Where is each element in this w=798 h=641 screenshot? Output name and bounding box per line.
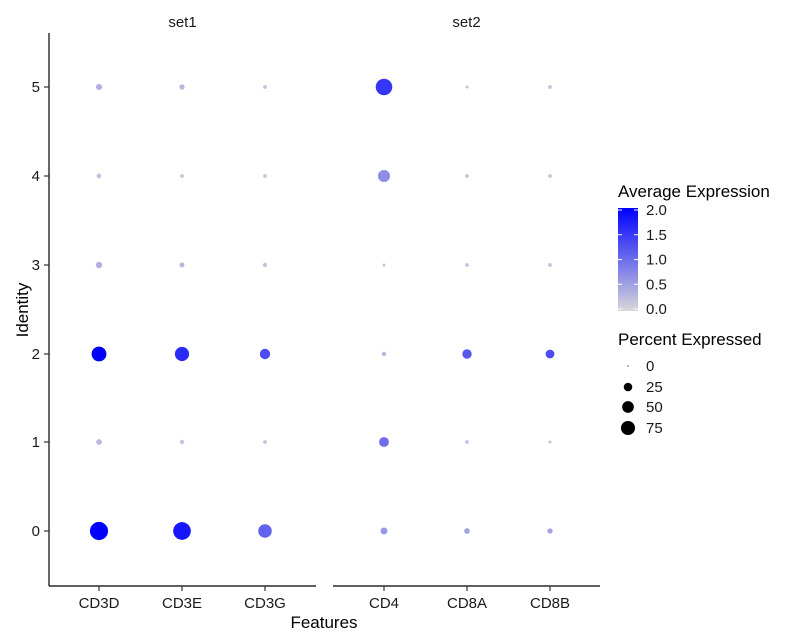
dot-CD8B-5 (548, 85, 552, 89)
size-legend-keys: 0 25 50 75 (620, 358, 663, 437)
axes (48, 33, 600, 587)
y-tick-label-0: 0 (32, 523, 40, 540)
dot-CD4-4 (377, 169, 391, 183)
y-axis-title: Identity (13, 282, 32, 337)
x-tick-label-CD3E: CD3E (162, 595, 202, 612)
dot-CD3D-5 (95, 83, 103, 91)
dot-CD3G-5 (263, 85, 267, 89)
dot-CD3D-2 (91, 346, 107, 362)
dot-CD3E-3 (179, 262, 185, 268)
dot-CD3E-2 (174, 346, 190, 362)
dot-CD8B-2 (545, 349, 555, 359)
y-tick-label-2: 2 (32, 346, 40, 363)
size-key-label-50: 50 (646, 399, 663, 416)
dot-CD8B-1 (548, 440, 552, 444)
size-key-dot-75 (620, 420, 636, 436)
x-axis-ticks: CD3D CD3E CD3G CD4 CD8A CD8B (79, 586, 570, 612)
dot-CD8A-4 (465, 174, 469, 178)
color-tick-label-0.0: 0.0 (646, 301, 667, 318)
dot-CD3G-1 (263, 440, 267, 444)
dot-CD8B-0 (547, 528, 553, 534)
size-key-dot-50 (622, 401, 634, 413)
facet-title-set1: set1 (168, 14, 196, 31)
dot-CD8A-5 (465, 85, 469, 89)
dot-CD8B-3 (548, 263, 552, 267)
color-bar (618, 208, 638, 311)
dot-CD3G-0 (258, 524, 272, 538)
dot-CD8B-4 (548, 174, 552, 178)
color-legend-ticks: 0.0 0.5 1.0 1.5 2.0 (618, 202, 667, 318)
dot-CD8A-0 (464, 528, 470, 534)
x-tick-label-CD8B: CD8B (530, 595, 570, 612)
dot-CD8A-1 (465, 440, 469, 444)
facet-titles: set1 set2 (168, 14, 480, 31)
dot-CD4-3 (382, 263, 386, 267)
x-tick-label-CD8A: CD8A (447, 595, 487, 612)
dot-CD4-0 (380, 527, 388, 535)
facet-title-set2: set2 (452, 14, 480, 31)
color-tick-label-1.5: 1.5 (646, 227, 667, 244)
y-axis-ticks: 0 1 2 3 4 5 (32, 79, 49, 540)
dot-CD4-1 (379, 437, 389, 447)
size-key-label-25: 25 (646, 379, 663, 396)
color-tick-label-0.5: 0.5 (646, 276, 667, 293)
size-key-label-0: 0 (646, 358, 654, 375)
color-legend: Average Expression 0.0 0.5 1.0 1.5 2.0 (618, 182, 770, 318)
y-tick-label-3: 3 (32, 257, 40, 274)
dot-CD3D-0 (89, 521, 109, 541)
y-tick-label-1: 1 (32, 434, 40, 451)
y-tick-label-4: 4 (32, 168, 40, 185)
dot-CD3G-3 (262, 262, 268, 268)
dot-CD8A-3 (465, 263, 469, 267)
x-tick-label-CD3D: CD3D (79, 595, 120, 612)
x-tick-label-CD4: CD4 (369, 595, 399, 612)
x-axis-title: Features (290, 613, 357, 632)
dot-CD3E-0 (173, 522, 191, 540)
dot-CD4-5 (375, 78, 393, 96)
dot-CD3E-1 (179, 439, 185, 445)
size-key-dot-0 (627, 365, 629, 367)
dot-CD3G-2 (259, 348, 271, 360)
color-tick-label-1.0: 1.0 (646, 252, 667, 269)
dot-CD3E-5 (179, 84, 185, 90)
size-key-label-75: 75 (646, 420, 663, 437)
size-legend: Percent Expressed 0 25 50 75 (618, 330, 762, 437)
size-legend-title: Percent Expressed (618, 330, 762, 349)
dot-CD3D-1 (96, 439, 102, 445)
dot-CD4-2 (381, 351, 387, 357)
x-tick-label-CD3G: CD3G (244, 595, 286, 612)
y-tick-label-5: 5 (32, 79, 40, 96)
color-tick-label-2.0: 2.0 (646, 202, 667, 219)
dot-CD3D-3 (95, 261, 103, 269)
size-key-dot-25 (623, 382, 633, 392)
dot-CD8A-2 (462, 349, 472, 359)
dot-CD3G-4 (263, 174, 267, 178)
color-legend-title: Average Expression (618, 182, 770, 201)
dot-CD3E-4 (180, 174, 184, 178)
dot-CD3D-4 (96, 173, 102, 179)
dots (89, 78, 555, 541)
